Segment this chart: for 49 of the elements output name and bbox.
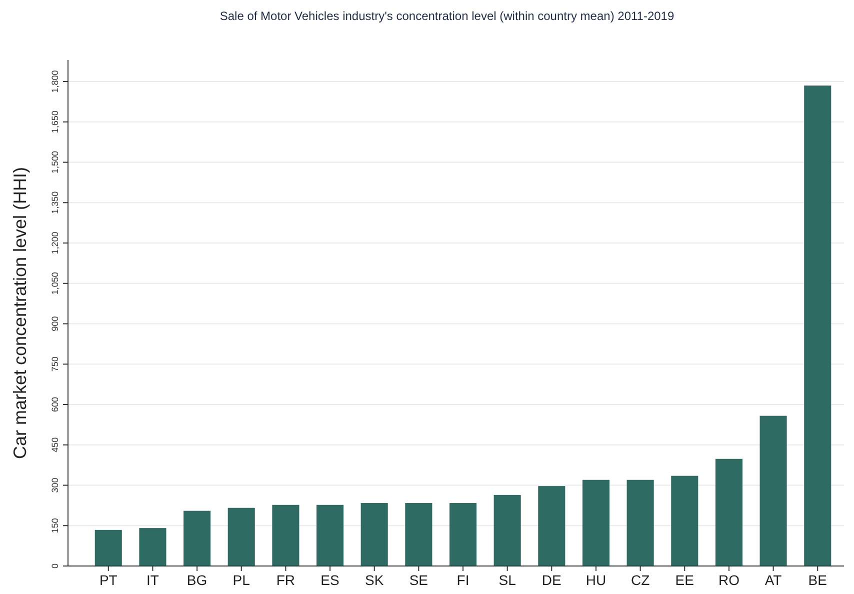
bar [184,510,211,566]
bar [139,528,166,566]
y-tick-label: 1,650 [50,110,60,134]
y-tick-label: 0 [50,563,60,569]
x-tick-label: IT [146,572,160,588]
x-tick-label: BG [186,572,208,588]
x-tick-label: AT [764,572,782,588]
x-tick-label: FR [276,572,296,588]
bar [360,503,388,566]
x-tick-label: RO [718,572,740,588]
y-tick-label: 150 [50,518,60,534]
y-tick-label: 750 [50,356,60,372]
y-tick-label: 1,200 [50,232,60,254]
y-tick-label: 1,050 [50,272,60,295]
bar [538,486,566,566]
bar [804,86,832,566]
y-tick-label: 900 [50,316,60,332]
bar [494,494,521,566]
x-tick-label: SL [498,572,516,588]
x-tick-label: PT [99,572,118,588]
x-tick-label: SE [409,572,428,588]
x-tick-label: DE [542,572,562,588]
bar [671,476,698,566]
x-tick-label: BE [808,572,827,588]
x-tick-label: EE [675,572,694,588]
y-tick-label: 1,500 [50,151,60,174]
x-tick-label: SK [365,572,384,588]
y-tick-label: 300 [50,478,60,493]
y-axis-title: Car market concentration level (HHI) [10,166,30,460]
bar [316,504,344,566]
bar [626,480,654,566]
bar [94,530,122,566]
bar [405,503,432,566]
x-tick-label: HU [586,572,606,588]
bar [760,416,787,566]
x-tick-label: CZ [630,572,650,588]
bar [582,480,610,566]
chart-title: Sale of Motor Vehicles industry's concentration level (within country mean) 2011-2019 [220,9,674,23]
x-tick-label: ES [320,572,340,588]
x-tick-label: PL [232,572,250,588]
bar [715,458,742,566]
bar [449,503,477,566]
bar [272,504,300,566]
bar [228,508,255,566]
y-tick-label: 1,350 [50,191,60,214]
x-tick-label: FI [456,572,470,588]
y-tick-label: 600 [50,396,60,412]
y-tick-label: 1,800 [50,70,60,93]
y-tick-label: 450 [50,437,60,452]
